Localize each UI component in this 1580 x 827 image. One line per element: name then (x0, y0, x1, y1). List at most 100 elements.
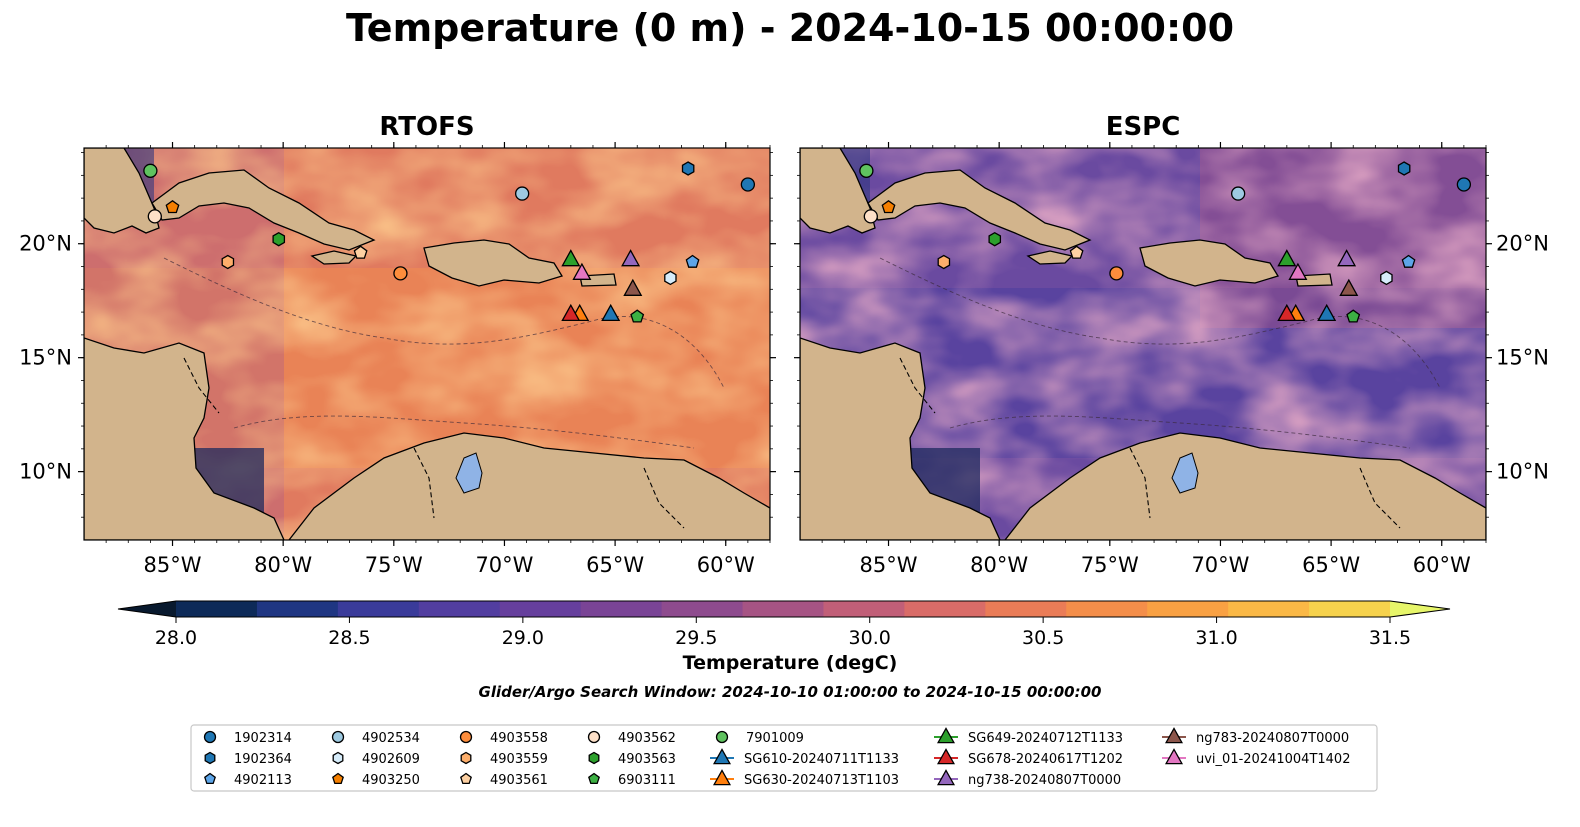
legend-label: 1902314 (234, 731, 292, 746)
lat-tick-label: 15°N (19, 346, 72, 370)
lon-tick-label: 70°W (1191, 553, 1249, 577)
land-3 (310, 250, 358, 265)
colorbar-tick-label: 29.5 (675, 627, 717, 649)
legend-label: ng738-20240807T0000 (968, 773, 1121, 788)
legend-item: 4903250 (332, 772, 420, 788)
land-3 (1026, 250, 1074, 265)
colorbar-segment (176, 601, 258, 617)
lon-tick-label: 80°W (970, 553, 1028, 577)
legend-label: 1902364 (234, 752, 292, 767)
legend-label: 4902534 (362, 731, 420, 746)
colorbar-label: Temperature (degC) (682, 652, 898, 674)
legend-marker (712, 769, 732, 786)
legend-label: SG610-20240711T1133 (744, 752, 899, 767)
colorbar-tick-label: 31.0 (1195, 627, 1237, 649)
lat-tick-label: 15°N (1496, 346, 1549, 370)
platform-marker (147, 209, 162, 224)
platform-marker (681, 161, 695, 176)
lon-tick-label: 65°W (1302, 553, 1360, 577)
land-2 (867, 169, 1092, 251)
land-4 (1139, 239, 1279, 287)
legend-item: SG630-20240713T1103 (710, 769, 899, 788)
legend-marker (1164, 727, 1184, 744)
legend-label: 4903563 (618, 752, 676, 767)
platform-marker (221, 254, 235, 270)
legend-marker (332, 751, 344, 765)
platform-marker (863, 209, 878, 224)
legend-item: 4903561 (460, 772, 548, 788)
platform-marker (859, 163, 874, 178)
land-6 (288, 432, 770, 540)
legend-item: SG610-20240711T1133 (710, 748, 899, 767)
map-frame (83, 147, 771, 541)
legend-marker (332, 772, 344, 785)
colorbar-segment (256, 601, 339, 617)
legend-item: 7901009 (715, 730, 804, 746)
colorbar-segment (1228, 601, 1310, 617)
legend-item: 4903563 (588, 751, 676, 767)
colorbar-segment (904, 601, 986, 617)
colorbar-max-extend (1390, 601, 1450, 617)
legend-marker (460, 772, 472, 785)
legend-marker (1164, 748, 1184, 765)
legend-item: ng783-20240807T0000 (1162, 727, 1349, 746)
colorbar-tick-label: 31.5 (1369, 627, 1411, 649)
platform-marker (881, 200, 896, 214)
lat-tick-label: 20°N (19, 232, 72, 256)
legend-marker (459, 730, 473, 744)
legend-item: 4903562 (587, 730, 676, 746)
platform-marker (272, 231, 286, 247)
legend-item: 4902609 (332, 751, 420, 767)
platform-marker (572, 262, 592, 280)
lon-tick-label: 70°W (475, 553, 533, 577)
platform-marker (165, 200, 180, 214)
legend-item: uvi_01-20241004T1402 (1162, 748, 1350, 767)
figure-title: Temperature (0 m) - 2024-10-15 00:00:00 (345, 6, 1235, 50)
legend-marker (331, 730, 345, 744)
colorbar-segment (337, 601, 420, 617)
legend-marker (936, 727, 956, 744)
legend-label: 4903558 (490, 731, 548, 746)
legend-label: 4902113 (234, 773, 292, 788)
land-1 (800, 337, 1001, 540)
colorbar-segment (661, 601, 744, 617)
platform-marker (988, 231, 1002, 247)
panel-title-espc: ESPC (1105, 112, 1181, 142)
lat-tick-label: 10°N (1496, 460, 1549, 484)
platform-marker (393, 266, 408, 281)
land-2 (151, 169, 376, 251)
search-window-text: Glider/Argo Search Window: 2024-10-10 01… (478, 683, 1102, 701)
legend-marker (936, 769, 956, 786)
platform-marker (1346, 309, 1361, 323)
lon-tick-label: 75°W (365, 553, 423, 577)
platform-marker (1277, 303, 1297, 322)
lake (1171, 452, 1199, 494)
land-4 (423, 239, 563, 287)
legend-item: 1902364 (204, 751, 292, 767)
legend-marker (204, 751, 216, 765)
legend-marker (588, 772, 600, 785)
legend-item: SG678-20240617T1202 (934, 748, 1123, 767)
legend-marker (587, 730, 601, 744)
legend-label: 7901009 (746, 731, 804, 746)
platform-marker (1277, 249, 1297, 267)
platform-marker (630, 309, 645, 323)
legend-label: 4903250 (362, 773, 420, 788)
legend-marker (460, 751, 472, 765)
lon-tick-label: 75°W (1081, 553, 1139, 577)
legend-label: 4903562 (618, 731, 676, 746)
colorbar-segment (985, 601, 1067, 617)
platform-marker (1337, 249, 1357, 267)
land-0 (800, 148, 876, 234)
colorbar-segment (580, 601, 663, 617)
platform-marker (1380, 270, 1393, 286)
legend-item: 1902314 (203, 730, 292, 746)
platform-marker (621, 249, 641, 267)
colorbar-segment (1066, 601, 1148, 617)
platform-marker (685, 254, 700, 268)
platform-marker (561, 249, 581, 267)
platform-marker (601, 303, 621, 322)
colorbar: 28.0 28.5 29.0 29.5 30.0 30.5 31.0 31.5 (117, 600, 1451, 649)
colorbar-segment (1309, 601, 1391, 617)
